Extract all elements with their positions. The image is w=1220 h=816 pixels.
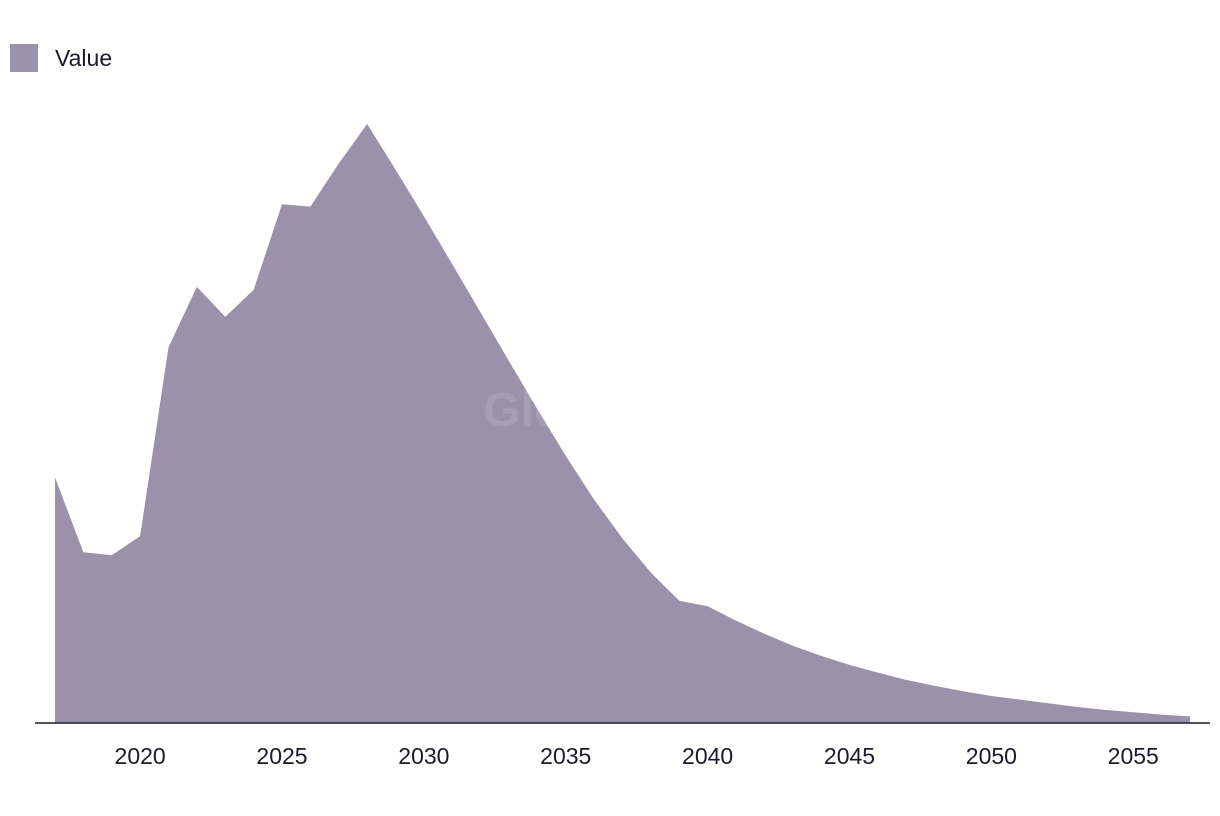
watermark-text: GlobalData — [483, 384, 737, 437]
legend: Value — [10, 44, 112, 72]
x-tick-label: 2030 — [398, 743, 449, 769]
legend-swatch — [10, 44, 38, 72]
x-tick-label: 2055 — [1108, 743, 1159, 769]
x-tick-label: 2050 — [966, 743, 1017, 769]
x-tick-label: 2025 — [256, 743, 307, 769]
x-tick-label: 2045 — [824, 743, 875, 769]
area-series-value — [55, 124, 1190, 723]
x-tick-label: 2035 — [540, 743, 591, 769]
x-tick-label: 2020 — [115, 743, 166, 769]
x-tick-label: 2040 — [682, 743, 733, 769]
legend-label-value: Value — [55, 44, 113, 71]
